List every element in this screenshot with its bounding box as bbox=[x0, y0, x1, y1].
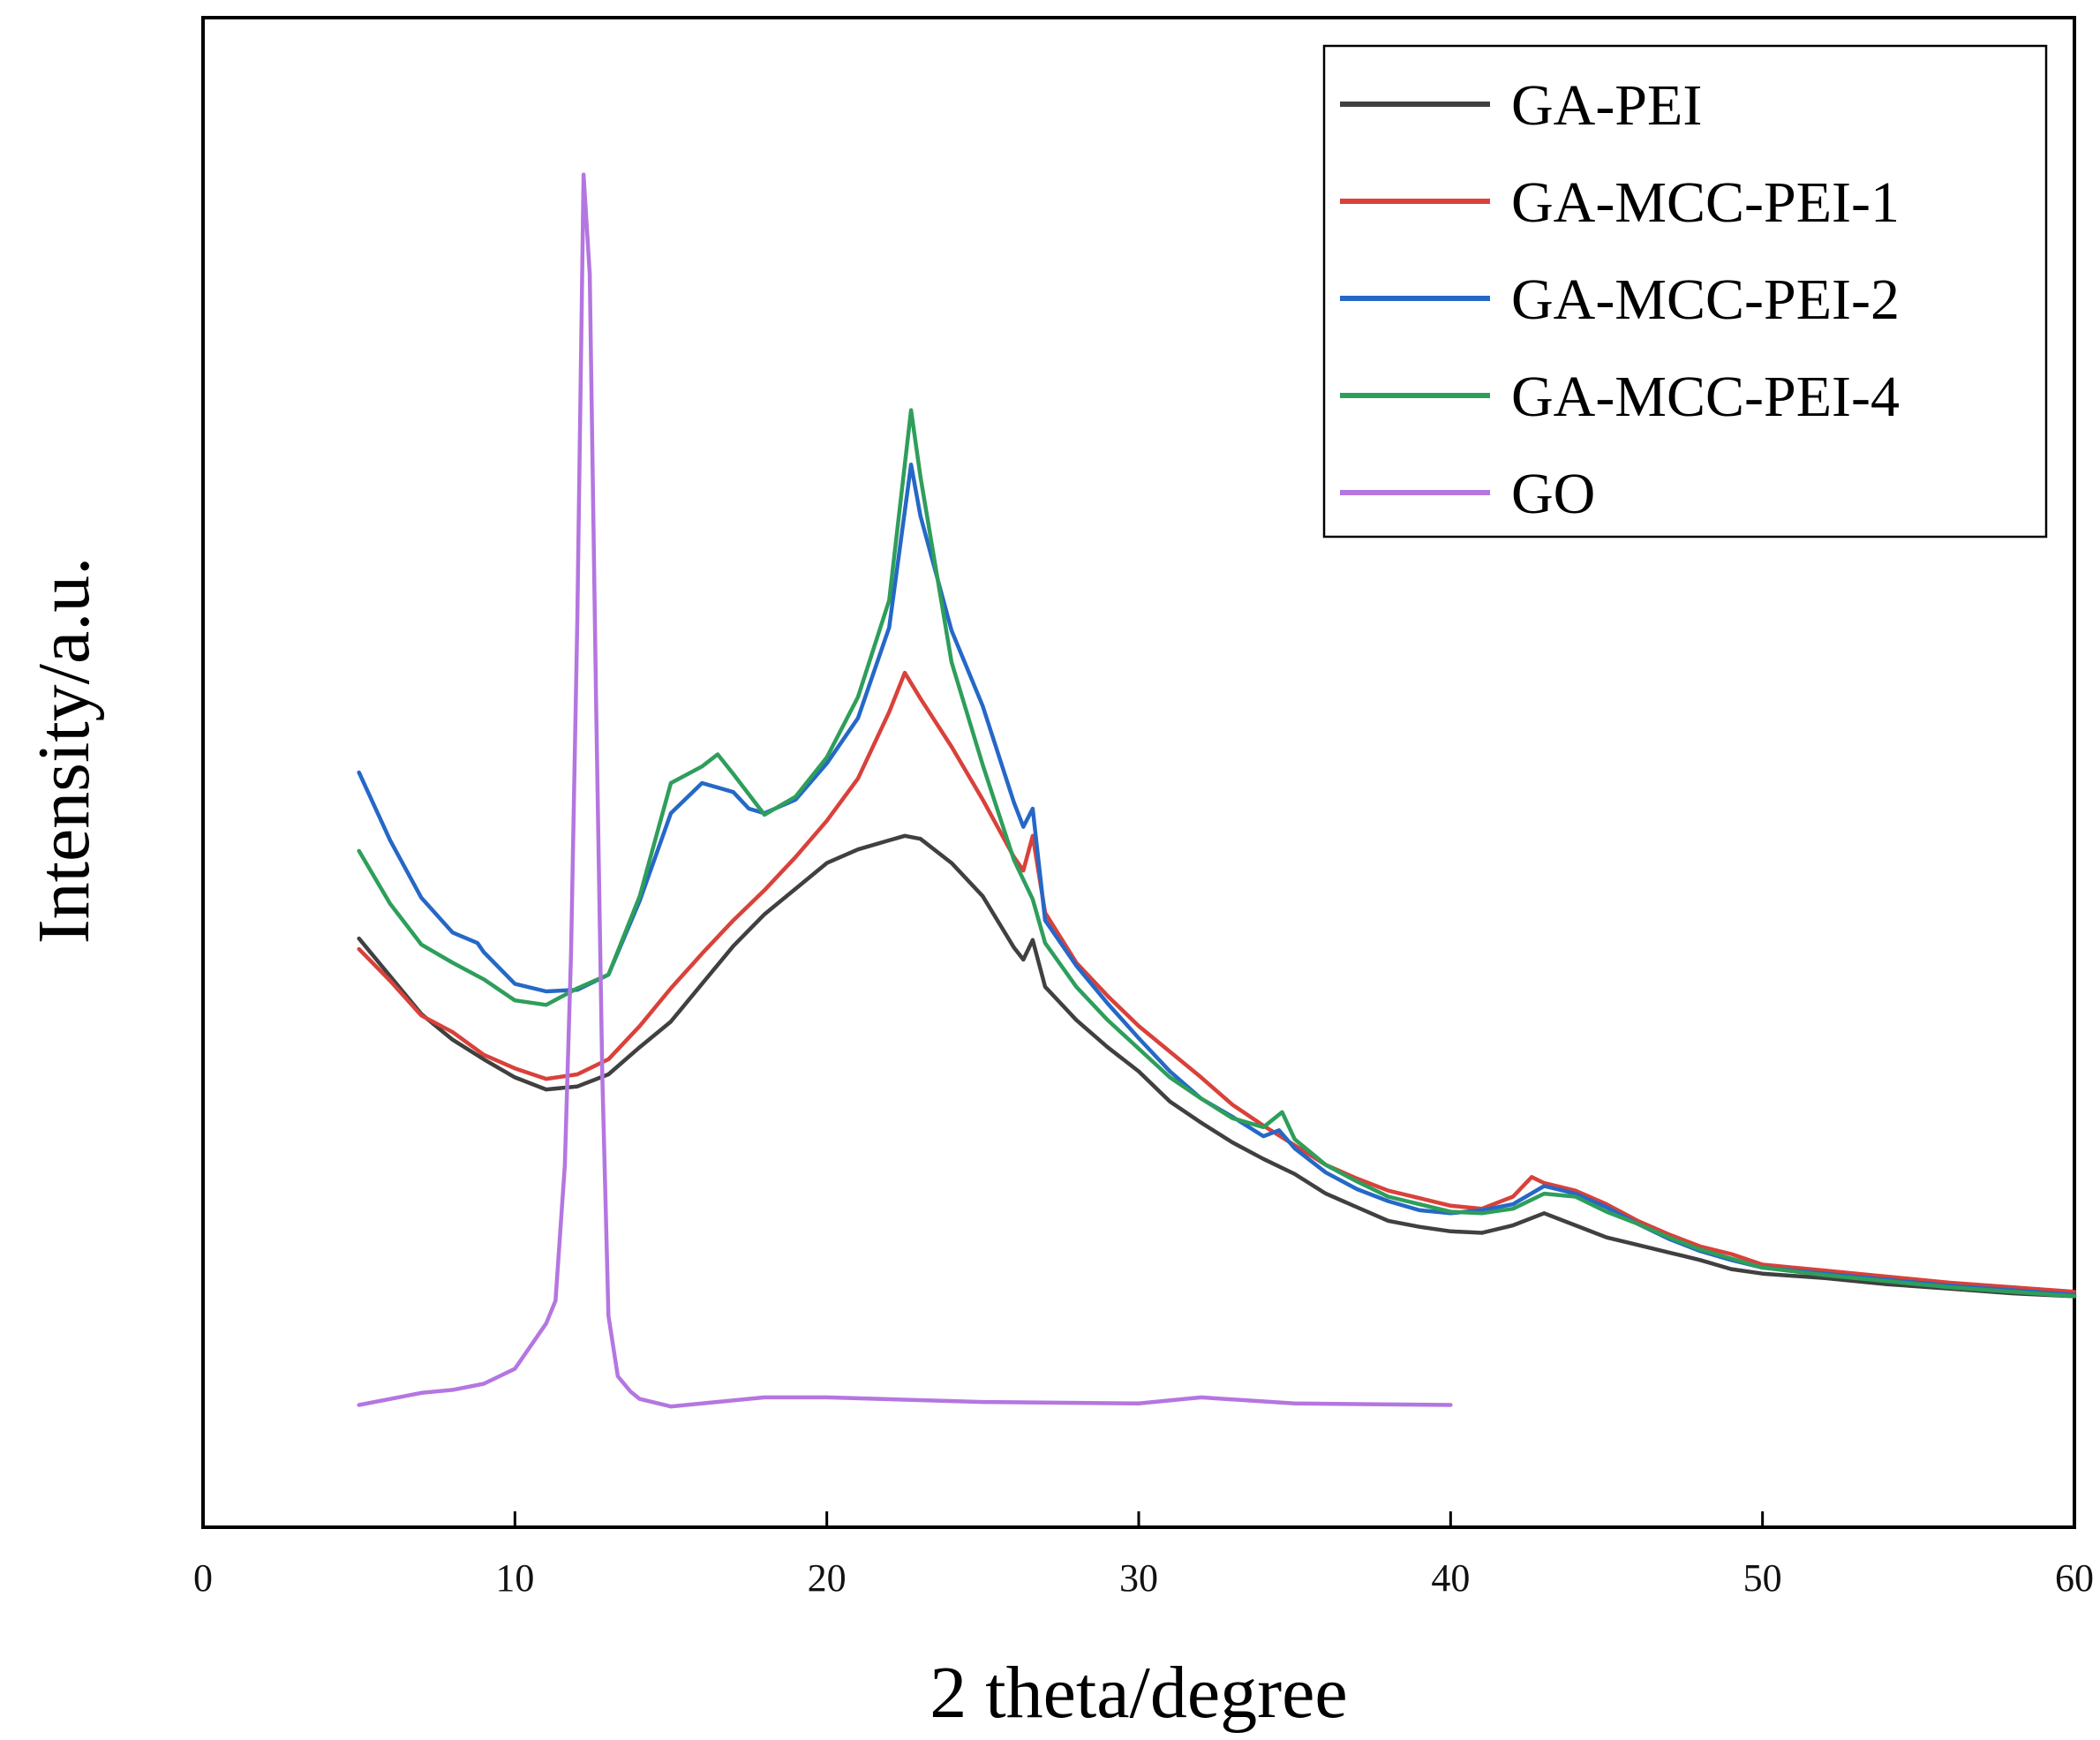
legend-label-ga-pei: GA-PEI bbox=[1511, 73, 1702, 138]
legend-label-go: GO bbox=[1511, 462, 1595, 526]
legend-label-ga-mcc-pei-4: GA-MCC-PEI-4 bbox=[1511, 365, 1900, 429]
series-line-ga-mcc-pei-4 bbox=[357, 408, 2077, 1299]
series-line-ga-pei bbox=[357, 833, 2077, 1299]
legend-label-ga-mcc-pei-1: GA-MCC-PEI-1 bbox=[1511, 170, 1900, 235]
x-tick-label: 60 bbox=[2055, 1556, 2094, 1600]
y-axis-title: Intensity/a.u. bbox=[23, 557, 105, 945]
x-tick-label: 10 bbox=[495, 1556, 534, 1600]
series-line-go bbox=[357, 172, 1453, 1409]
series-group bbox=[357, 172, 2077, 1409]
series-line-ga-mcc-pei-1 bbox=[357, 670, 2077, 1294]
legend-label-ga-mcc-pei-2: GA-MCC-PEI-2 bbox=[1511, 267, 1900, 332]
x-tick-label: 40 bbox=[1431, 1556, 1470, 1600]
legend: GA-PEI GA-MCC-PEI-1 GA-MCC-PEI-2 GA-MCC-PEI… bbox=[1322, 44, 2048, 539]
x-axis-ticks: 0 10 20 30 40 50 60 bbox=[193, 1511, 2094, 1600]
x-tick-label: 20 bbox=[808, 1556, 847, 1600]
x-tick-label: 30 bbox=[1119, 1556, 1158, 1600]
x-tick-label: 50 bbox=[1743, 1556, 1782, 1600]
x-axis-title: 2 theta/degree bbox=[930, 1652, 1347, 1734]
x-tick-label: 0 bbox=[193, 1556, 213, 1600]
series-line-ga-mcc-pei-2 bbox=[357, 462, 2077, 1297]
legend-box bbox=[1322, 44, 2048, 539]
